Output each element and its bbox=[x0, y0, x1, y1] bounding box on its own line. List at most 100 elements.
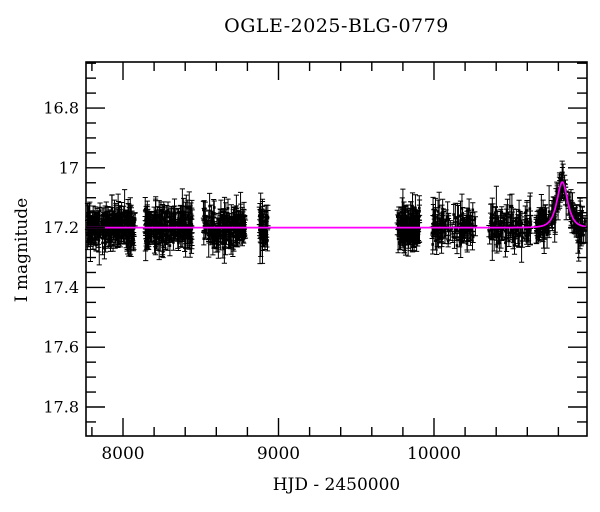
point-marker bbox=[162, 233, 166, 236]
point-marker bbox=[466, 214, 469, 218]
point-marker bbox=[144, 230, 148, 234]
point-marker bbox=[123, 231, 127, 235]
data-points bbox=[84, 160, 588, 266]
point-marker bbox=[236, 224, 240, 227]
point-marker bbox=[147, 234, 150, 238]
point-marker bbox=[412, 239, 416, 242]
point-marker bbox=[522, 231, 526, 235]
point-marker bbox=[105, 221, 109, 224]
point-marker bbox=[150, 218, 154, 222]
point-marker bbox=[185, 236, 189, 240]
y-tick-label: 16.8 bbox=[43, 99, 79, 118]
point-marker bbox=[535, 236, 538, 240]
point-marker bbox=[180, 216, 183, 220]
data-point bbox=[415, 209, 421, 224]
point-marker bbox=[575, 220, 578, 223]
point-marker bbox=[189, 233, 193, 237]
point-marker bbox=[577, 250, 581, 253]
data-point bbox=[412, 220, 419, 233]
x-tick-label: 10000 bbox=[407, 444, 461, 464]
point-marker bbox=[416, 236, 419, 239]
point-marker bbox=[519, 222, 522, 226]
point-marker bbox=[146, 218, 150, 221]
point-marker bbox=[537, 219, 541, 222]
point-marker bbox=[523, 211, 527, 215]
point-marker bbox=[447, 229, 450, 233]
point-marker bbox=[473, 217, 477, 221]
point-marker bbox=[503, 218, 507, 221]
point-marker bbox=[465, 221, 468, 224]
point-marker bbox=[396, 220, 400, 224]
point-marker bbox=[223, 247, 226, 251]
point-marker bbox=[117, 221, 121, 224]
data-point bbox=[404, 223, 410, 239]
data-point bbox=[524, 228, 530, 245]
point-marker bbox=[414, 225, 417, 228]
point-marker bbox=[471, 222, 474, 226]
point-marker bbox=[552, 207, 556, 210]
point-marker bbox=[452, 213, 456, 216]
data-point bbox=[464, 236, 470, 251]
data-point bbox=[506, 234, 512, 248]
point-marker bbox=[166, 208, 170, 212]
point-marker bbox=[412, 215, 416, 219]
point-marker bbox=[126, 219, 129, 222]
point-marker bbox=[122, 210, 126, 214]
point-marker bbox=[398, 219, 401, 223]
point-marker bbox=[154, 232, 158, 236]
point-marker bbox=[152, 228, 155, 231]
point-marker bbox=[417, 227, 420, 231]
point-marker bbox=[164, 241, 167, 245]
point-marker bbox=[216, 237, 220, 240]
point-marker bbox=[468, 221, 471, 225]
point-marker bbox=[453, 236, 456, 239]
point-marker bbox=[511, 224, 514, 227]
point-marker bbox=[583, 223, 586, 227]
point-marker bbox=[467, 224, 470, 228]
point-marker bbox=[123, 220, 126, 223]
plot-frame bbox=[85, 61, 588, 437]
point-marker bbox=[521, 236, 524, 239]
point-marker bbox=[173, 211, 176, 214]
point-marker bbox=[156, 213, 160, 217]
point-marker bbox=[110, 207, 114, 210]
point-marker bbox=[497, 232, 501, 236]
data-point bbox=[233, 208, 239, 225]
point-marker bbox=[538, 231, 541, 234]
point-marker bbox=[153, 224, 157, 227]
point-marker bbox=[221, 221, 225, 225]
point-marker bbox=[125, 217, 129, 221]
point-marker bbox=[185, 205, 188, 209]
point-marker bbox=[264, 231, 268, 235]
point-marker bbox=[207, 228, 211, 232]
point-marker bbox=[113, 213, 116, 216]
point-marker bbox=[544, 225, 548, 229]
point-marker bbox=[159, 224, 162, 228]
point-marker bbox=[417, 229, 421, 233]
point-marker bbox=[440, 237, 444, 241]
data-point bbox=[108, 229, 114, 249]
point-marker bbox=[541, 221, 544, 224]
point-marker bbox=[460, 207, 464, 210]
point-marker bbox=[515, 222, 518, 226]
point-marker bbox=[120, 221, 124, 225]
point-marker bbox=[228, 237, 232, 240]
data-point bbox=[201, 231, 207, 246]
point-marker bbox=[210, 235, 214, 238]
point-marker bbox=[231, 234, 235, 238]
point-marker bbox=[224, 245, 227, 249]
point-marker bbox=[219, 216, 222, 219]
point-marker bbox=[222, 228, 225, 232]
point-marker bbox=[561, 190, 565, 193]
point-marker bbox=[580, 215, 584, 219]
point-marker bbox=[545, 233, 549, 237]
point-marker bbox=[161, 240, 164, 244]
y-tick-label: 17.8 bbox=[43, 398, 79, 417]
point-marker bbox=[398, 241, 401, 244]
data-point bbox=[470, 230, 476, 244]
point-marker bbox=[149, 220, 153, 224]
point-marker bbox=[163, 211, 167, 214]
data-point bbox=[185, 211, 191, 238]
point-marker bbox=[461, 211, 464, 215]
point-marker bbox=[505, 222, 508, 226]
